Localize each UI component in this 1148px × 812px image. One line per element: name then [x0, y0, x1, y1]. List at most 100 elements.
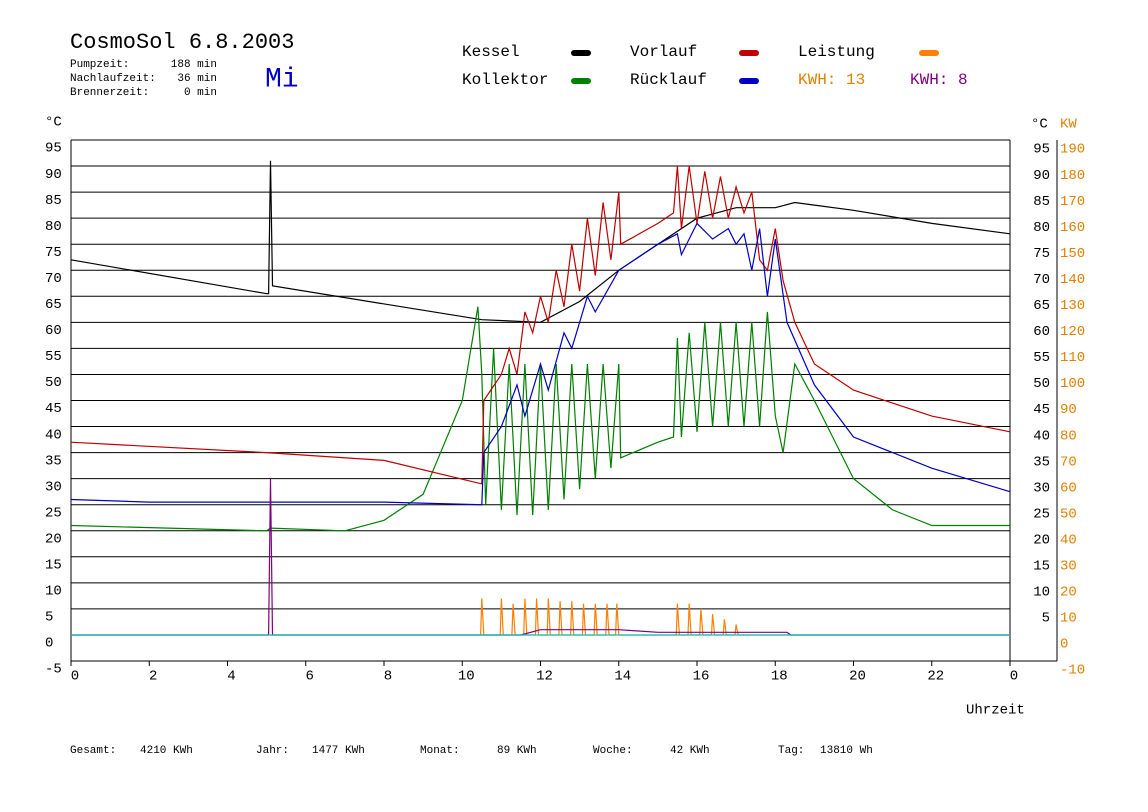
footer-value: 1477 KWh: [312, 745, 365, 757]
x-tick-label: 0: [1010, 669, 1018, 685]
y-tick-label: 85: [45, 193, 62, 209]
x-tick-label: 6: [306, 669, 314, 685]
legend-label: Leistung: [798, 43, 875, 61]
legend-label: Kessel: [462, 43, 520, 61]
y2-tick-label: 160: [1060, 220, 1085, 236]
y-tick-label: 25: [45, 505, 62, 521]
legend-label: Rücklauf: [630, 71, 707, 89]
y-tick-label: 75: [45, 245, 62, 261]
footer-value: 42 KWh: [670, 745, 710, 757]
x-tick-label: 8: [384, 669, 392, 685]
x-tick-label: 14: [614, 669, 631, 685]
info-value: 36 min: [177, 73, 217, 85]
y2-tick-label: 40: [1060, 532, 1077, 548]
legend-label: Vorlauf: [630, 43, 697, 61]
y-tick-label-right: 10: [1033, 585, 1050, 601]
y-tick-label: 10: [45, 584, 62, 600]
y-tick-label: 90: [45, 167, 62, 183]
footer-value: 13810 Wh: [820, 745, 873, 757]
y-tick-label-right: 5: [1042, 611, 1050, 627]
x-tick-label: 10: [458, 669, 475, 685]
info-value: 188 min: [171, 59, 217, 71]
y-axis-label-right: °C: [1031, 117, 1048, 133]
y2-tick-label: 30: [1060, 559, 1077, 575]
y-tick-label-right: 20: [1033, 532, 1050, 548]
footer-label: Monat:: [420, 745, 460, 757]
y-tick-label: 35: [45, 453, 62, 469]
y-tick-label-right: 25: [1033, 506, 1050, 522]
x-tick-label: 20: [849, 669, 866, 685]
y-tick-label: 45: [45, 401, 62, 417]
y2-tick-label: 190: [1060, 142, 1085, 158]
y-tick-label: -5: [45, 662, 62, 678]
legend-extra: KWH: 8: [910, 71, 968, 89]
x-tick-label: 16: [693, 669, 710, 685]
y2-tick-label: -10: [1060, 663, 1085, 679]
y2-tick-label: 100: [1060, 376, 1085, 392]
series-line: [70, 166, 1011, 485]
y2-tick-label: 130: [1060, 298, 1085, 314]
y-tick-label: 0: [45, 636, 53, 652]
y-tick-label-right: 30: [1033, 480, 1050, 496]
y2-tick-label: 80: [1060, 428, 1077, 444]
y2-tick-label: 10: [1060, 611, 1077, 627]
y-tick-label-right: 55: [1033, 350, 1050, 366]
legend-extra: KWH: 13: [798, 71, 865, 89]
x-tick-label: 18: [771, 669, 788, 685]
y-tick-label-right: 85: [1033, 194, 1050, 210]
y2-axis-label: KW: [1060, 117, 1077, 133]
footer-label: Jahr:: [256, 745, 289, 757]
y-tick-label-right: 40: [1033, 428, 1050, 444]
y-tick-label: 70: [45, 271, 62, 287]
y-tick-label: 30: [45, 479, 62, 495]
y2-tick-label: 0: [1060, 637, 1068, 653]
y-tick-label-right: 90: [1033, 168, 1050, 184]
info-label: Nachlaufzeit:: [70, 73, 156, 85]
series-line: [71, 478, 1010, 636]
footer-label: Woche:: [593, 745, 633, 757]
y-tick-label: 95: [45, 141, 62, 157]
y2-tick-label: 70: [1060, 454, 1077, 470]
y2-tick-label: 140: [1060, 272, 1085, 288]
y-tick-label: 50: [45, 375, 62, 391]
footer-label: Gesamt:: [70, 745, 116, 757]
y-tick-label-right: 50: [1033, 376, 1050, 392]
x-tick-label: 2: [149, 669, 157, 685]
y-tick-label-right: 15: [1033, 559, 1050, 575]
legend-label: Kollektor: [462, 71, 548, 89]
y-tick-label: 55: [45, 349, 62, 365]
weekday: Mi: [265, 64, 299, 95]
y2-tick-label: 170: [1060, 194, 1085, 210]
y-tick-label: 80: [45, 219, 62, 235]
x-tick-label: 22: [927, 669, 944, 685]
x-axis-label: Uhrzeit: [966, 703, 1025, 719]
x-tick-label: 0: [71, 669, 79, 685]
y2-tick-label: 150: [1060, 246, 1085, 262]
y-tick-label: 20: [45, 531, 62, 547]
y-tick-label: 65: [45, 297, 62, 313]
y-tick-label-right: 45: [1033, 402, 1050, 418]
y-tick-label: 60: [45, 323, 62, 339]
info-label: Pumpzeit:: [70, 59, 129, 71]
footer-value: 89 KWh: [497, 745, 537, 757]
y2-tick-label: 50: [1060, 506, 1077, 522]
y-tick-label-right: 80: [1033, 220, 1050, 236]
y2-tick-label: 180: [1060, 168, 1085, 184]
y2-tick-label: 90: [1060, 402, 1077, 418]
footer-value: 4210 KWh: [140, 745, 193, 757]
y2-tick-label: 110: [1060, 350, 1085, 366]
series-line: [70, 306, 1010, 532]
info-value: 0 min: [184, 87, 217, 99]
y-tick-label: 15: [45, 558, 62, 574]
info-label: Brennerzeit:: [70, 87, 149, 99]
x-tick-label: 12: [536, 669, 553, 685]
y-tick-label-right: 70: [1033, 272, 1050, 288]
y-tick-label: 5: [45, 610, 53, 626]
y-tick-label-right: 95: [1033, 142, 1050, 158]
footer-label: Tag:: [778, 745, 804, 757]
y-tick-label-right: 65: [1033, 298, 1050, 314]
y-tick-label-right: 60: [1033, 324, 1050, 340]
y-tick-label-right: 35: [1033, 454, 1050, 470]
y-axis-label: °C: [45, 115, 62, 131]
